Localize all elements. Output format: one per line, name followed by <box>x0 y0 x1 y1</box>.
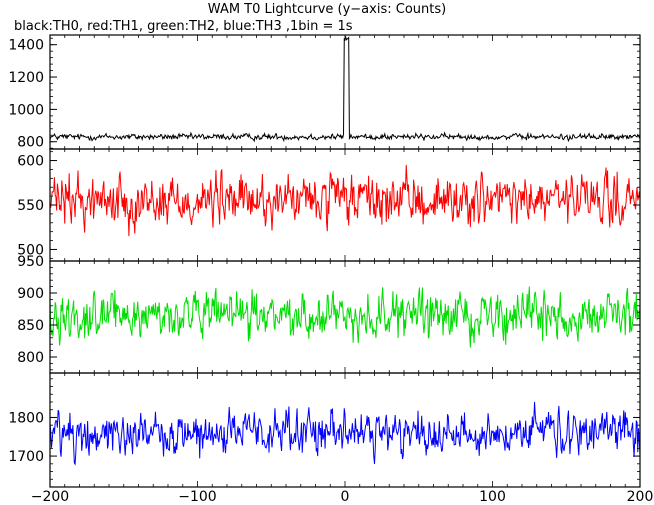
x-tick-label-1: −100 <box>178 489 216 505</box>
panel-2: 800 850 900 950 <box>17 254 641 374</box>
series-line-1 <box>50 164 640 237</box>
x-tick-label-0: −200 <box>31 489 69 505</box>
y-tick-label-0-3: 1400 <box>8 38 44 54</box>
panel-1: 500 550 600 <box>17 148 641 262</box>
panel-3: 1700 1800 <box>8 372 641 488</box>
chart-subtitle: black:TH0, red:TH1, green:TH2, blue:TH3 … <box>14 19 353 34</box>
y-tick-label-0-0: 800 <box>17 135 44 151</box>
panels: 800 1000 1200 1400 500 550 600 800 850 900 950 1700… <box>8 34 641 488</box>
y-tick-label-1-1: 550 <box>17 198 44 214</box>
y-tick-label-1-2: 600 <box>17 154 44 170</box>
y-tick-label-0-1: 1000 <box>8 102 44 118</box>
y-tick-label-3-1: 1800 <box>8 410 44 426</box>
series-line-3 <box>50 402 640 466</box>
chart-title: WAM T0 Lightcurve (y−axis: Counts) <box>208 2 446 17</box>
y-tick-label-0-2: 1200 <box>8 70 44 86</box>
x-tick-label-2: 0 <box>341 489 350 505</box>
x-axis-tick-labels: −200 −100 0 100 200 <box>31 489 654 505</box>
y-tick-label-2-3: 950 <box>17 254 44 270</box>
series-line-2 <box>50 286 640 348</box>
y-tick-label-1-0: 500 <box>17 242 44 258</box>
panel-frame-0 <box>49 34 641 150</box>
y-tick-label-2-0: 800 <box>17 350 44 366</box>
y-tick-label-2-1: 850 <box>17 318 44 334</box>
x-tick-label-4: 200 <box>627 489 654 505</box>
y-tick-label-2-2: 900 <box>17 286 44 302</box>
series-line-0 <box>50 35 640 143</box>
x-tick-label-3: 100 <box>479 489 506 505</box>
y-tick-label-3-0: 1700 <box>8 449 44 465</box>
panel-0: 800 1000 1200 1400 <box>8 34 641 151</box>
